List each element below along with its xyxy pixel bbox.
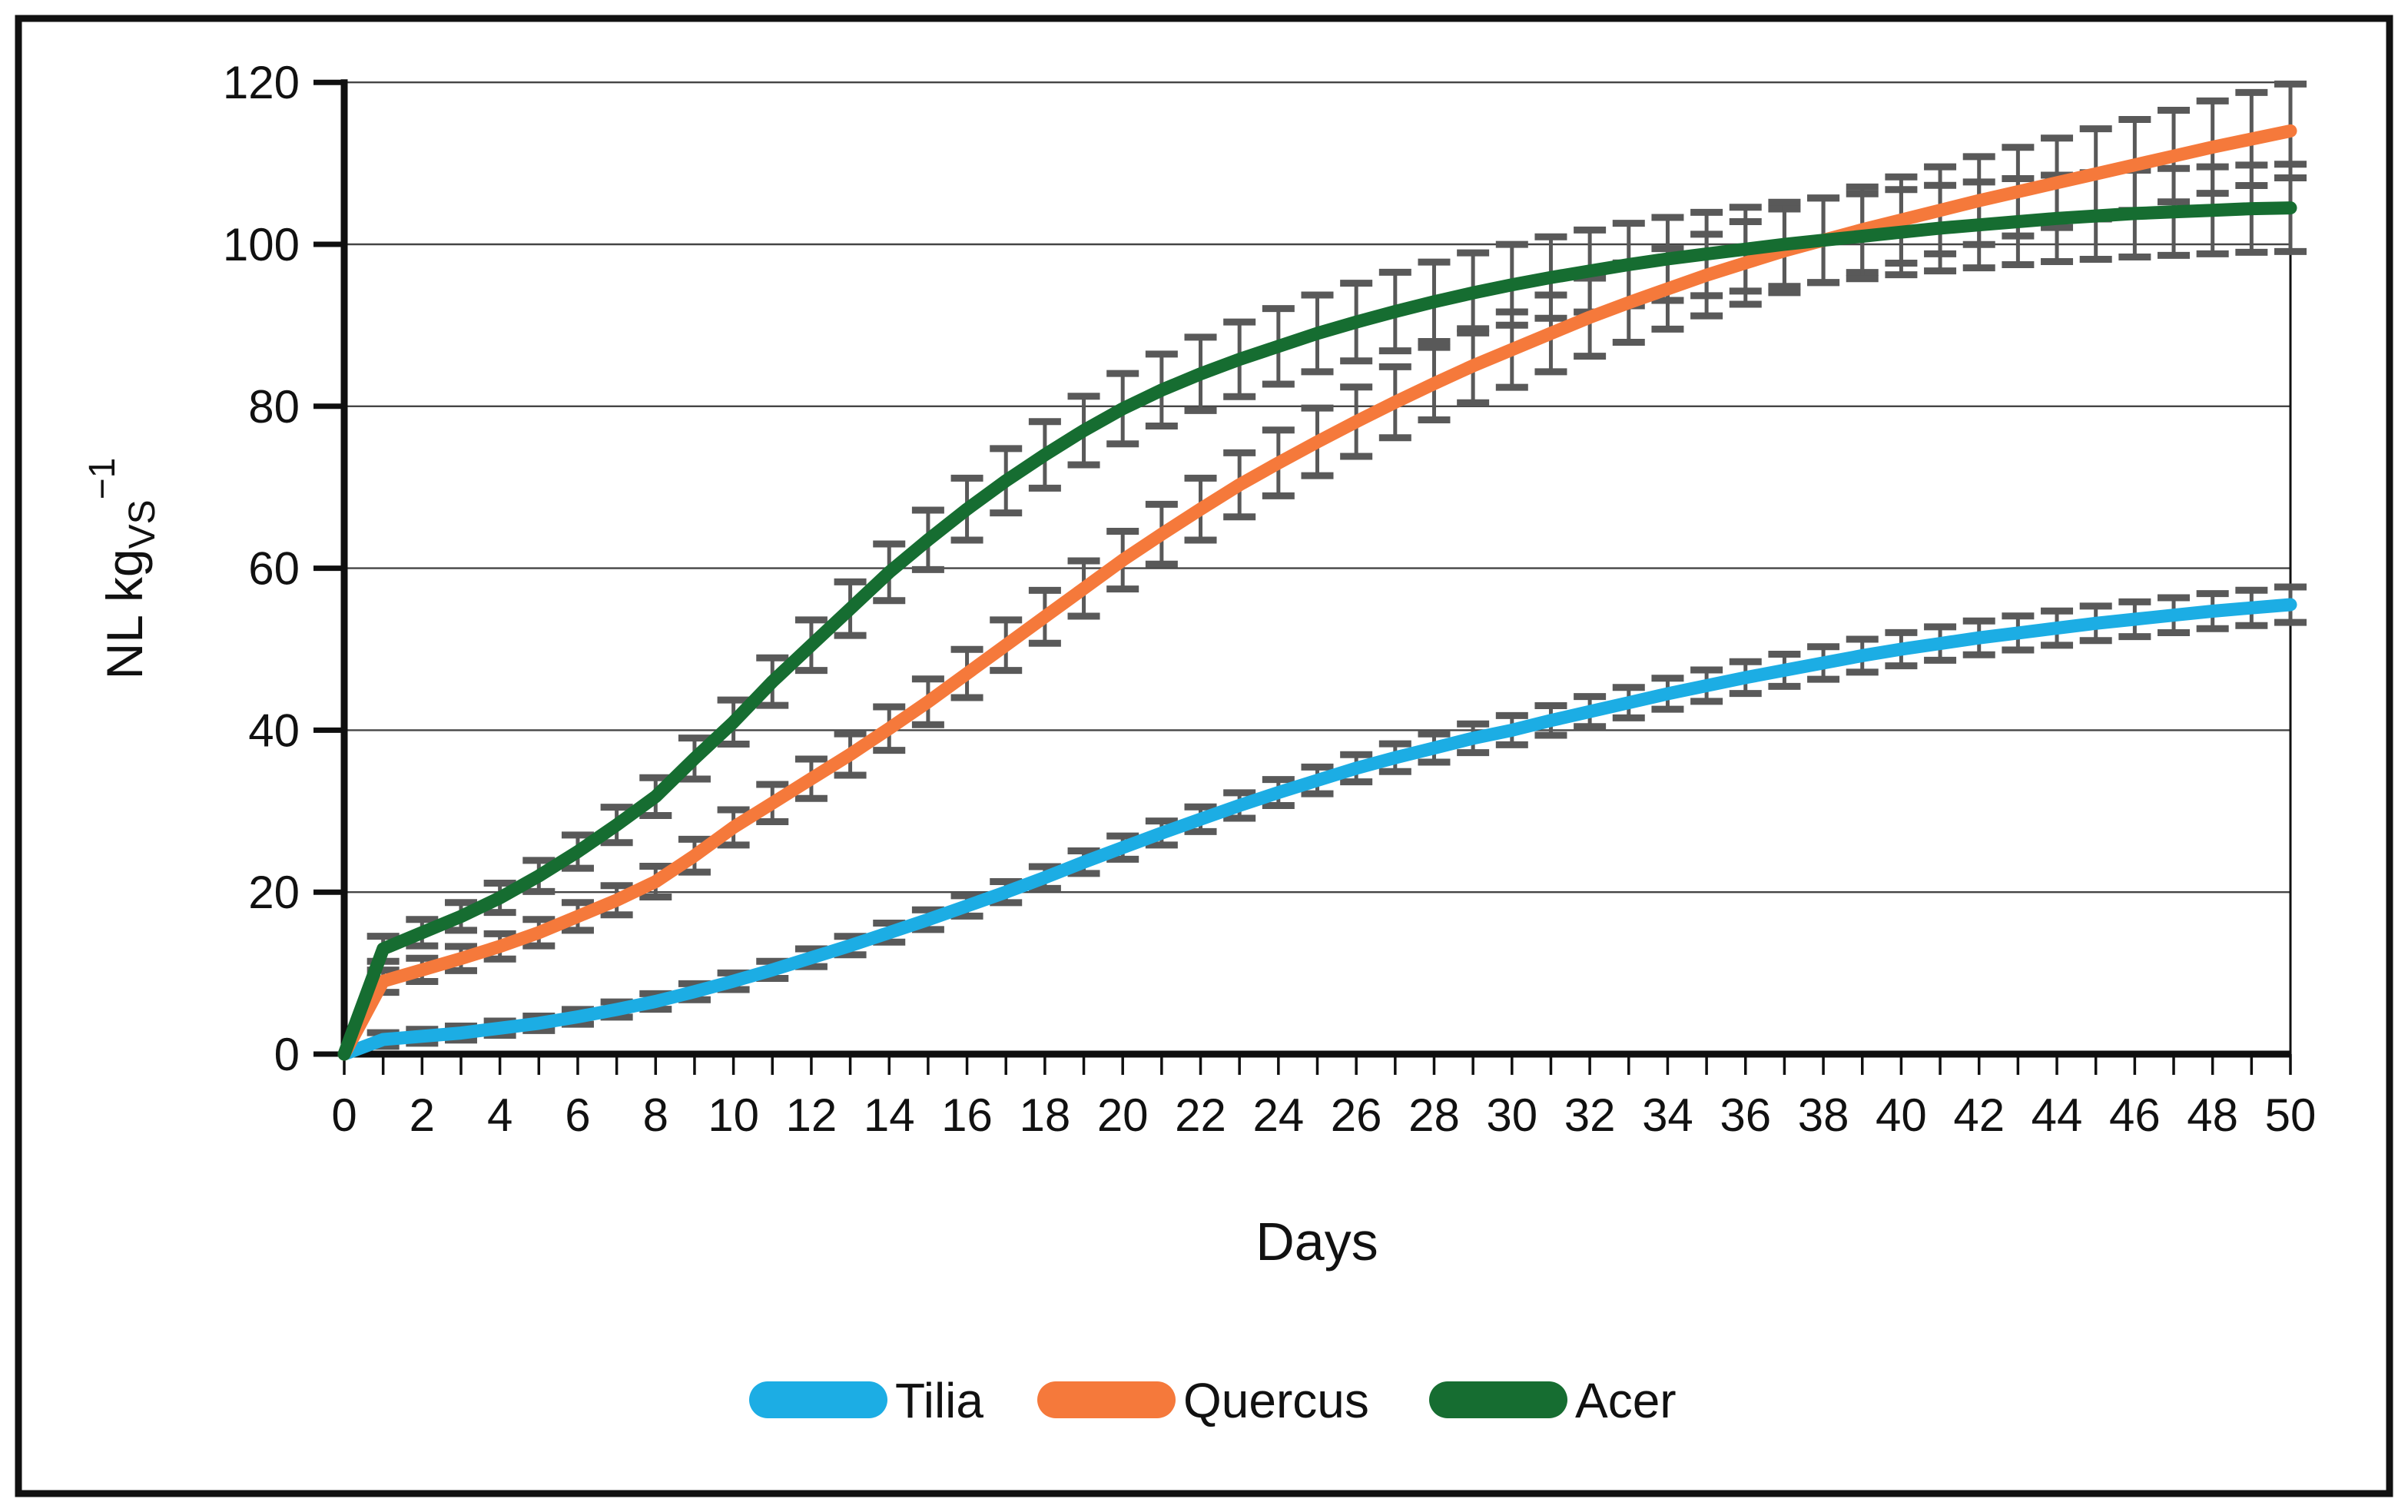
y-tick-label-20: 20	[248, 867, 300, 918]
error-bars	[367, 80, 2307, 1050]
x-tick-label-10: 10	[708, 1089, 759, 1141]
y-axis-title-main: NL kg	[96, 549, 153, 679]
series-lines	[337, 124, 2297, 1061]
y-axis-title: NL kgVS−1	[82, 458, 163, 680]
legend-label-acer: Acer	[1575, 1373, 1677, 1428]
series-line-quercus	[337, 124, 2297, 1061]
x-tick-label-36: 36	[1720, 1089, 1771, 1141]
x-tick-label-22: 22	[1175, 1089, 1226, 1141]
y-tick-label-80: 80	[248, 381, 300, 433]
legend-label-quercus: Quercus	[1183, 1373, 1369, 1428]
x-tick-label-14: 14	[864, 1089, 915, 1141]
legend: Tilia Quercus Acer	[749, 1373, 1677, 1428]
y-tick-label-40: 40	[248, 705, 300, 756]
legend-swatch-quercus	[1037, 1381, 1176, 1418]
x-tick-label-34: 34	[1642, 1089, 1693, 1141]
y-tick-label-120: 120	[223, 57, 300, 108]
figure-border	[15, 15, 2393, 1497]
axes	[313, 79, 2292, 1075]
x-tick-label-44: 44	[2032, 1089, 2083, 1141]
x-tick-label-46: 46	[2109, 1089, 2161, 1141]
x-tick-label-38: 38	[1798, 1089, 1849, 1141]
series-line-tilia	[337, 598, 2297, 1061]
x-tick-label-6: 6	[565, 1089, 590, 1141]
legend-item-tilia: Tilia	[749, 1373, 983, 1428]
legend-label-tilia: Tilia	[895, 1373, 983, 1428]
legend-item-acer: Acer	[1429, 1373, 1677, 1428]
y-axis-title-superscript: −1	[82, 458, 123, 500]
legend-swatch-acer	[1429, 1381, 1567, 1418]
x-tick-label-24: 24	[1252, 1089, 1304, 1141]
error-bars-acer	[367, 161, 2307, 965]
x-tick-label-20: 20	[1097, 1089, 1149, 1141]
y-axis-title-subscript: VS	[122, 499, 163, 549]
x-tick-label-4: 4	[487, 1089, 512, 1141]
x-axis-title: Days	[1255, 1212, 1378, 1272]
x-tick-label-40: 40	[1876, 1089, 1927, 1141]
y-tick-label-100: 100	[223, 219, 300, 270]
legend-item-quercus: Quercus	[1037, 1373, 1369, 1428]
legend-swatch-tilia	[749, 1381, 887, 1418]
x-tick-label-8: 8	[643, 1089, 668, 1141]
y-tick-label-0: 0	[274, 1029, 300, 1080]
x-tick-label-50: 50	[2265, 1089, 2317, 1141]
x-tick-label-42: 42	[1953, 1089, 2005, 1141]
x-tick-label-48: 48	[2187, 1089, 2238, 1141]
x-tick-label-26: 26	[1331, 1089, 1382, 1141]
x-tick-label-30: 30	[1486, 1089, 1537, 1141]
x-tick-label-16: 16	[941, 1089, 993, 1141]
x-tick-label-32: 32	[1564, 1089, 1616, 1141]
x-tick-label-28: 28	[1408, 1089, 1460, 1141]
x-tick-label-18: 18	[1020, 1089, 1071, 1141]
series-line-acer	[337, 201, 2297, 1061]
x-tick-label-2: 2	[410, 1089, 435, 1141]
x-tick-label-0: 0	[331, 1089, 357, 1141]
x-tick-label-12: 12	[786, 1089, 837, 1141]
y-tick-label-60: 60	[248, 543, 300, 595]
